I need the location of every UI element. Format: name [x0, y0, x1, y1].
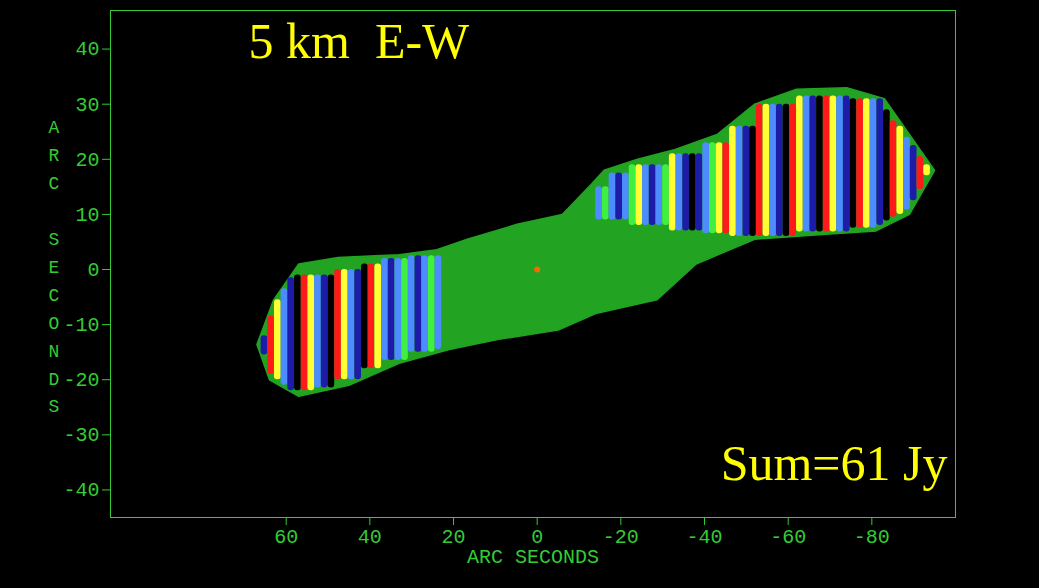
svg-text:-80: -80: [854, 526, 890, 549]
svg-text:Sum=61 Jy: Sum=61 Jy: [721, 435, 948, 491]
svg-text:ARC SECONDS: ARC SECONDS: [467, 546, 599, 569]
svg-text:-30: -30: [63, 424, 99, 447]
svg-text:5 km E-W: 5 km E-W: [249, 13, 471, 69]
svg-text:-60: -60: [770, 526, 806, 549]
svg-text:-10: -10: [63, 314, 99, 337]
svg-text:-40: -40: [687, 526, 723, 549]
svg-text:40: 40: [358, 526, 382, 549]
svg-text:ARC SECONDS: ARC SECONDS: [49, 118, 60, 417]
svg-text:-40: -40: [63, 479, 99, 502]
svg-text:20: 20: [442, 526, 466, 549]
svg-text:-20: -20: [603, 526, 639, 549]
svg-text:10: 10: [75, 204, 99, 227]
svg-text:-20: -20: [63, 369, 99, 392]
svg-text:30: 30: [75, 94, 99, 117]
svg-text:0: 0: [87, 259, 99, 282]
svg-text:60: 60: [274, 526, 298, 549]
svg-text:40: 40: [75, 38, 99, 61]
svg-text:20: 20: [75, 149, 99, 172]
svg-text:0: 0: [531, 525, 544, 549]
